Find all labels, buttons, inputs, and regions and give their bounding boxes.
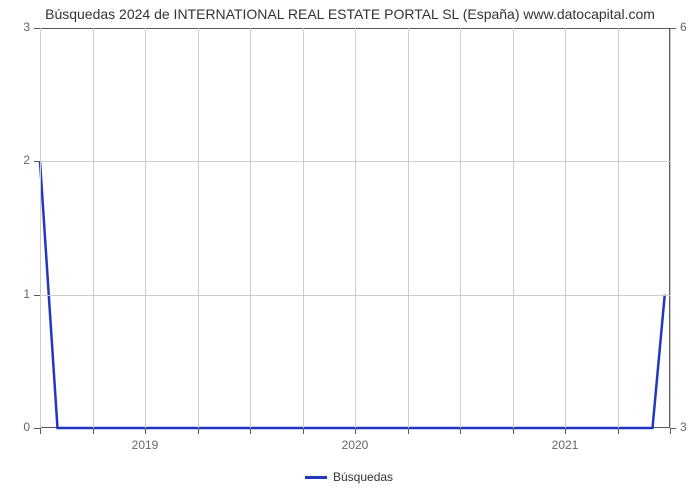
gridline-vertical (565, 28, 566, 428)
gridline-vertical (40, 28, 41, 428)
x-tick-mark (250, 428, 251, 434)
gridline-horizontal (40, 295, 670, 296)
y2-tick-mark (670, 428, 676, 429)
x-tick-mark (618, 428, 619, 434)
y1-tick-mark (34, 428, 40, 429)
x-tick-mark (303, 428, 304, 434)
y2-tick-label: 3 (680, 420, 687, 434)
legend: Búsquedas (305, 470, 393, 484)
y1-tick-mark (34, 295, 40, 296)
line-series-layer (0, 0, 700, 500)
y1-tick-label: 3 (12, 20, 30, 34)
gridline-vertical (355, 28, 356, 428)
y2-tick-mark (670, 28, 676, 29)
x-tick-mark (93, 428, 94, 434)
gridline-vertical (408, 28, 409, 428)
x-tick-label: 2021 (552, 438, 579, 452)
gridline-vertical (250, 28, 251, 428)
y1-tick-label: 1 (12, 287, 30, 301)
y1-tick-mark (34, 161, 40, 162)
legend-label: Búsquedas (333, 470, 393, 484)
x-tick-label: 2019 (132, 438, 159, 452)
gridline-vertical (198, 28, 199, 428)
x-tick-mark (565, 428, 566, 434)
gridline-vertical (513, 28, 514, 428)
y1-tick-label: 0 (12, 420, 30, 434)
y1-tick-label: 2 (12, 153, 30, 167)
gridline-vertical (670, 28, 671, 428)
legend-swatch (305, 476, 327, 479)
x-tick-mark (40, 428, 41, 434)
x-tick-mark (460, 428, 461, 434)
x-tick-mark (408, 428, 409, 434)
gridline-vertical (93, 28, 94, 428)
chart-container: Búsquedas 2024 de INTERNATIONAL REAL EST… (0, 0, 700, 500)
x-tick-mark (145, 428, 146, 434)
gridline-vertical (460, 28, 461, 428)
y1-tick-mark (34, 28, 40, 29)
x-tick-mark (513, 428, 514, 434)
x-tick-label: 2020 (342, 438, 369, 452)
y2-tick-label: 6 (680, 20, 687, 34)
gridline-vertical (145, 28, 146, 428)
gridline-vertical (618, 28, 619, 428)
x-tick-mark (355, 428, 356, 434)
gridline-horizontal (40, 161, 670, 162)
gridline-vertical (303, 28, 304, 428)
x-tick-mark (198, 428, 199, 434)
